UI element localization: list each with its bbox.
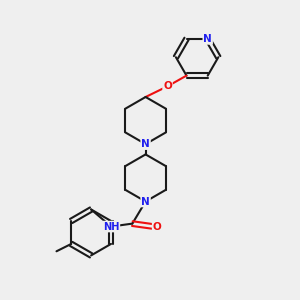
- Text: NH: NH: [103, 222, 119, 232]
- Text: O: O: [163, 81, 172, 91]
- Text: O: O: [153, 222, 161, 232]
- Text: N: N: [203, 34, 212, 44]
- Text: N: N: [141, 196, 150, 206]
- Text: N: N: [141, 139, 150, 149]
